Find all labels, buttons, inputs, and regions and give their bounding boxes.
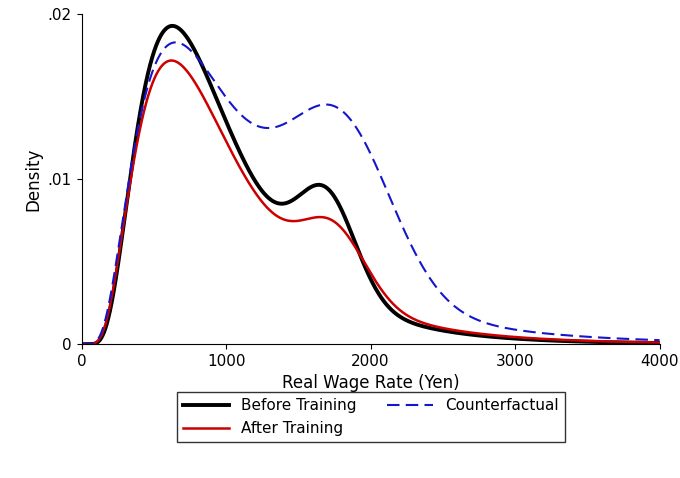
Counterfactual (645, 337, 653, 343)
Counterfactual (299, 110, 307, 116)
Before Training (143, 73, 152, 78)
After Training (656, 340, 664, 346)
Line: Counterfactual: Counterfactual (82, 43, 660, 344)
X-axis label: Real Wage Rate (Yen): Real Wage Rate (Yen) (282, 374, 460, 392)
Before Training (582, 339, 590, 345)
Before Training (324, 186, 333, 192)
Counterfactual (582, 334, 590, 339)
After Training (78, 341, 86, 347)
Before Training (178, 28, 186, 34)
Before Training (168, 23, 176, 29)
Before Training (78, 341, 86, 347)
Counterfactual (171, 40, 180, 45)
Y-axis label: Density: Density (24, 148, 42, 211)
After Training (299, 217, 307, 223)
After Training (582, 338, 590, 344)
Line: Before Training: Before Training (82, 26, 660, 344)
Counterfactual (178, 41, 186, 47)
After Training (143, 95, 152, 101)
Counterfactual (143, 85, 152, 90)
Line: After Training: After Training (82, 61, 660, 344)
Counterfactual (78, 341, 86, 347)
Counterfactual (324, 102, 333, 108)
After Training (324, 216, 333, 221)
Before Training (656, 340, 664, 346)
After Training (167, 58, 175, 64)
Before Training (645, 340, 653, 346)
Counterfactual (656, 337, 664, 343)
Legend: Before Training, After Training, Counterfactual: Before Training, After Training, Counter… (177, 392, 564, 442)
After Training (645, 339, 653, 345)
Before Training (299, 189, 307, 195)
After Training (178, 63, 186, 68)
